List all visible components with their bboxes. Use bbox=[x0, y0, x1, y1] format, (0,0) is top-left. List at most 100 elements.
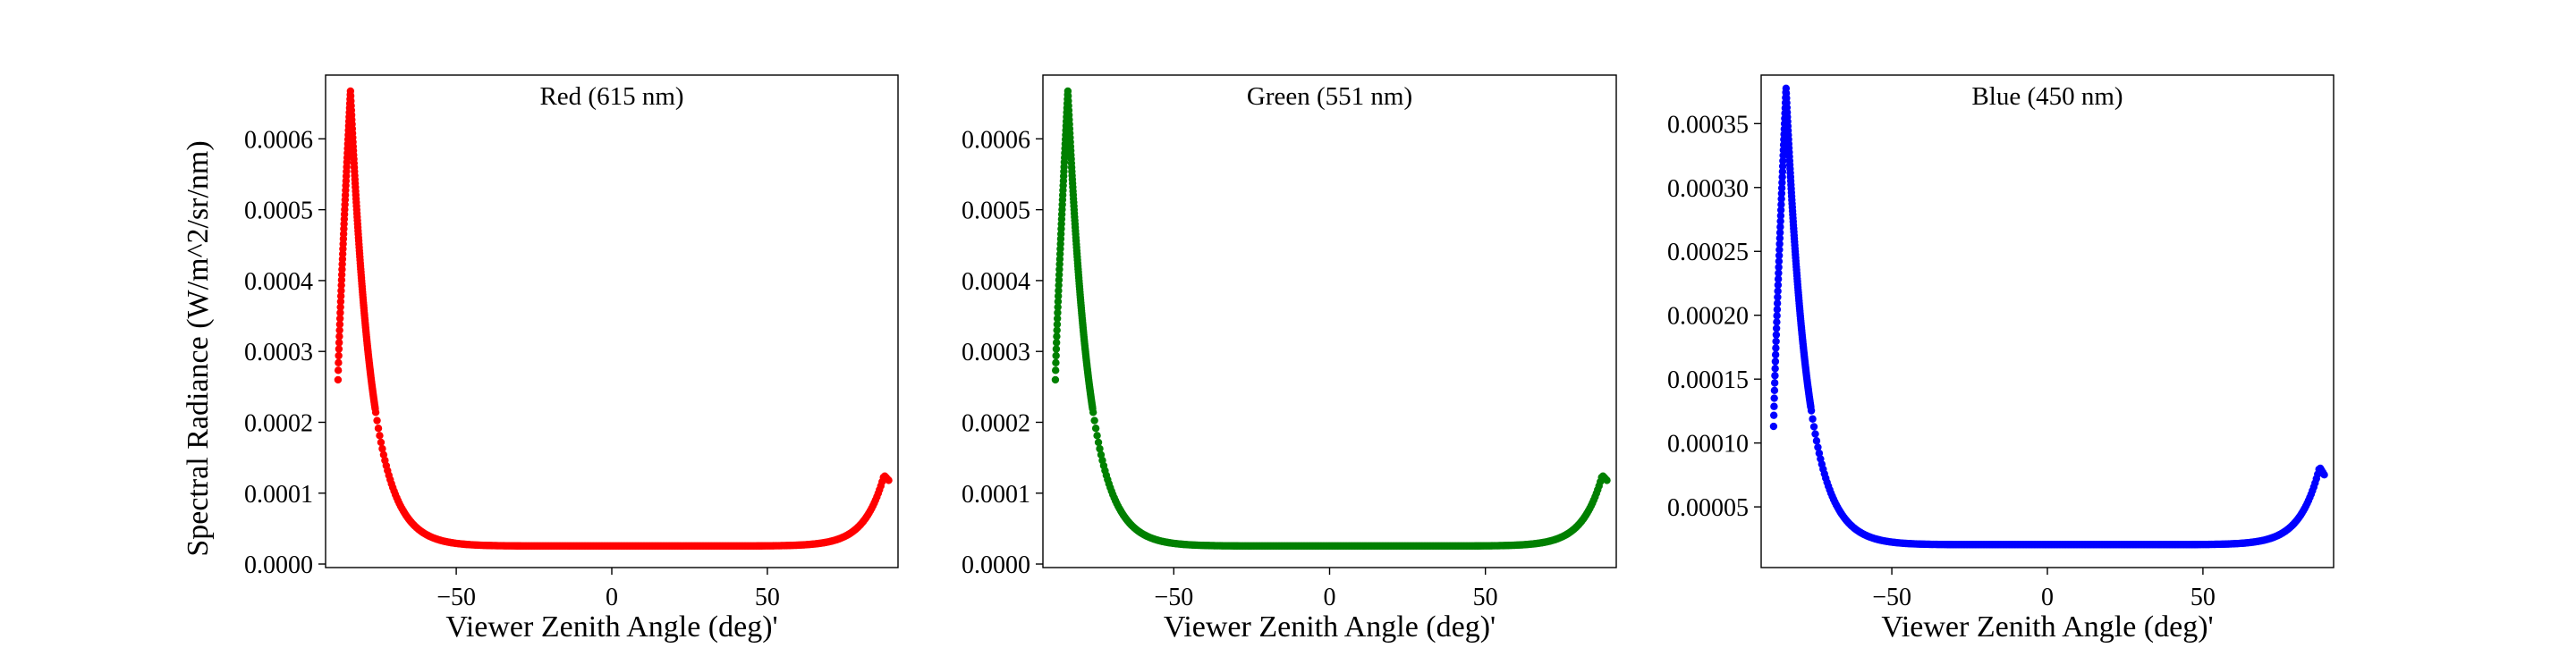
data-point bbox=[336, 292, 345, 300]
data-point bbox=[1771, 365, 1779, 373]
x-axis-label: Viewer Zenith Angle (deg)' bbox=[1881, 610, 2213, 644]
data-point bbox=[1809, 415, 1817, 423]
data-point bbox=[1778, 173, 1786, 181]
plot-frame bbox=[325, 74, 899, 568]
x-tick-label: 50 bbox=[755, 584, 780, 611]
y-tick-label: 0.0004 bbox=[244, 268, 313, 296]
x-axis-label: Viewer Zenith Angle (deg)' bbox=[1164, 610, 1496, 644]
y-tick-label: 0.0002 bbox=[962, 409, 1030, 437]
data-point bbox=[1774, 275, 1783, 283]
x-tick-label: 50 bbox=[2190, 584, 2216, 611]
data-point bbox=[1090, 417, 1098, 425]
y-axis-label: Spectral Radiance (W/m^2/sr/nm) bbox=[182, 140, 215, 556]
data-point bbox=[1776, 223, 1784, 231]
data-point bbox=[335, 345, 343, 353]
data-point bbox=[1772, 331, 1781, 339]
y-tick-label: 0.00030 bbox=[1667, 175, 1749, 203]
data-point bbox=[1054, 303, 1062, 311]
data-point bbox=[379, 450, 388, 459]
series-points bbox=[334, 87, 893, 551]
data-point bbox=[1778, 167, 1787, 176]
data-point bbox=[1097, 450, 1106, 459]
data-point bbox=[1775, 240, 1784, 248]
data-point bbox=[1094, 438, 1103, 447]
panel-title: Green (551 nm) bbox=[1247, 82, 1412, 111]
data-point bbox=[1770, 402, 1778, 410]
x-tick-label: 0 bbox=[606, 584, 618, 611]
panel-title: Red (615 nm) bbox=[539, 82, 683, 111]
data-point bbox=[1771, 350, 1780, 359]
y-tick-label: 0.0005 bbox=[244, 198, 313, 225]
data-point bbox=[1773, 299, 1782, 307]
data-point bbox=[1774, 281, 1783, 290]
y-tick-label: 0.0006 bbox=[962, 126, 1030, 154]
data-point bbox=[1769, 411, 1778, 419]
data-point bbox=[334, 375, 343, 384]
data-point bbox=[1774, 287, 1782, 295]
data-point bbox=[1809, 423, 1818, 431]
data-point bbox=[334, 366, 343, 374]
data-point bbox=[1812, 437, 1821, 445]
data-point bbox=[1775, 251, 1784, 260]
data-point bbox=[1770, 386, 1779, 395]
data-point bbox=[1052, 345, 1061, 353]
data-point bbox=[1777, 195, 1785, 203]
data-point bbox=[1775, 234, 1784, 242]
x-tick-label: −50 bbox=[1872, 584, 1911, 611]
y-tick-label: 0.00020 bbox=[1667, 303, 1749, 331]
data-point bbox=[371, 408, 380, 417]
data-point bbox=[1770, 394, 1778, 402]
data-point bbox=[1778, 179, 1786, 187]
data-point bbox=[1769, 422, 1778, 431]
data-point bbox=[1054, 298, 1063, 306]
x-axis-label: Viewer Zenith Angle (deg)' bbox=[445, 610, 777, 644]
data-point bbox=[1055, 281, 1063, 290]
y-tick-label: 0.00010 bbox=[1667, 431, 1749, 459]
data-point bbox=[335, 326, 343, 334]
data-point bbox=[1775, 257, 1784, 265]
data-point bbox=[1775, 263, 1783, 272]
data-point bbox=[1779, 151, 1787, 160]
data-point bbox=[1776, 206, 1785, 215]
data-point bbox=[1053, 332, 1061, 341]
plot-frame bbox=[1760, 74, 2334, 568]
data-point bbox=[337, 287, 345, 295]
data-point bbox=[2320, 471, 2328, 479]
x-tick-label: 50 bbox=[1473, 584, 1498, 611]
data-point bbox=[1775, 229, 1784, 237]
x-tick-label: 0 bbox=[1324, 584, 1336, 611]
data-point bbox=[337, 276, 346, 284]
y-tick-label: 0.00035 bbox=[1667, 111, 1749, 139]
data-point bbox=[1052, 358, 1060, 367]
data-point bbox=[1775, 246, 1784, 254]
data-point bbox=[336, 303, 344, 311]
series-points bbox=[1769, 84, 2328, 549]
y-tick-label: 0.0003 bbox=[962, 339, 1030, 366]
data-point bbox=[1053, 326, 1061, 334]
data-point bbox=[1773, 306, 1782, 314]
data-point bbox=[335, 332, 343, 341]
y-tick-label: 0.0006 bbox=[244, 126, 313, 154]
data-point bbox=[378, 444, 386, 453]
data-point bbox=[1053, 320, 1062, 329]
data-point bbox=[337, 281, 345, 290]
y-tick-label: 0.00025 bbox=[1667, 239, 1749, 266]
x-tick-label: −50 bbox=[1154, 584, 1193, 611]
data-point bbox=[1775, 269, 1783, 277]
data-point bbox=[1815, 449, 1824, 458]
plot-frame bbox=[1042, 74, 1617, 568]
data-point bbox=[1771, 358, 1780, 366]
data-point bbox=[1055, 276, 1063, 284]
data-point bbox=[335, 315, 344, 323]
data-point bbox=[1054, 308, 1062, 317]
data-point bbox=[335, 320, 344, 329]
data-point bbox=[377, 438, 386, 447]
y-tick-label: 0.0003 bbox=[244, 339, 313, 366]
data-point bbox=[1055, 287, 1063, 295]
data-point bbox=[1779, 156, 1787, 165]
data-point bbox=[1777, 189, 1786, 198]
y-tick-label: 0.0000 bbox=[244, 551, 313, 579]
y-tick-label: 0.00015 bbox=[1667, 366, 1749, 394]
y-tick-label: 0.0005 bbox=[962, 198, 1030, 225]
